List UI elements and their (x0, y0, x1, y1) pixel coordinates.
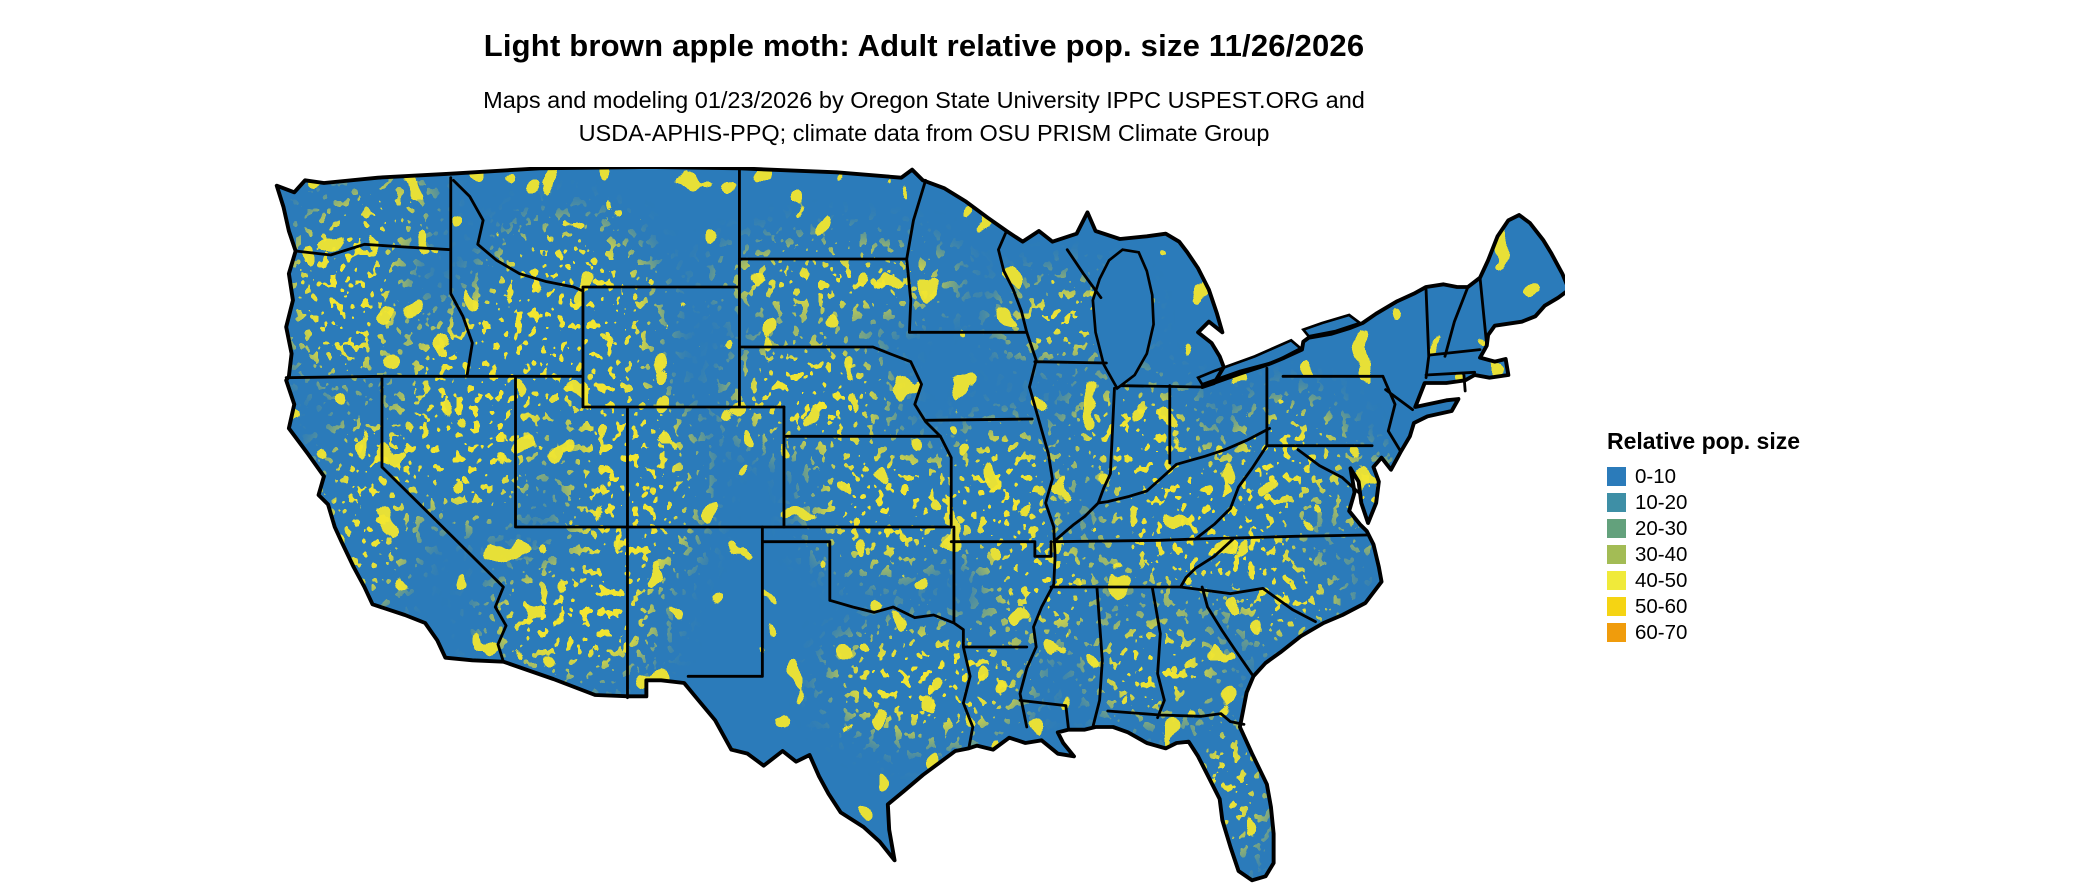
legend-item: 30-40 (1607, 543, 1800, 566)
figure-title: Light brown apple moth: Adult relative p… (483, 28, 1365, 63)
state-borders-midwest (997, 229, 1271, 732)
legend-item: 10-20 (1607, 491, 1800, 514)
legend-item-label: 60-70 (1635, 621, 1688, 644)
us-map (270, 167, 1565, 887)
figure-subtitle: Maps and modeling 01/23/2026 by Oregon S… (0, 84, 1848, 150)
us-outline (274, 167, 1565, 883)
legend-item-label: 50-60 (1635, 595, 1688, 618)
legend-swatch (1607, 519, 1626, 538)
legend-item: 0-10 (1607, 465, 1800, 488)
legend-title: Relative pop. size (1607, 428, 1801, 454)
legend-item: 50-60 (1607, 595, 1800, 618)
us-map-svg (274, 167, 1565, 883)
legend-item: 40-50 (1607, 569, 1800, 592)
legend-item-label: 20-30 (1635, 517, 1688, 540)
legend-item-label: 30-40 (1635, 543, 1688, 566)
legend-item-label: 10-20 (1635, 491, 1688, 514)
legend-swatch (1607, 623, 1626, 642)
subtitle-line-1: Maps and modeling 01/23/2026 by Oregon S… (483, 87, 1365, 113)
legend-swatch (1607, 467, 1626, 486)
legend-swatch (1607, 571, 1626, 590)
legend-items: 0-10 10-20 20-30 30-40 40-50 50-60 60-70 (1607, 465, 1800, 644)
legend-item-label: 0-10 (1635, 465, 1677, 488)
lake-michigan (1091, 248, 1155, 391)
state-borders-east (1049, 366, 1414, 729)
legend-swatch (1607, 493, 1626, 512)
legend-item: 60-70 (1607, 621, 1800, 644)
subtitle-line-2: USDA-APHIS-PPQ; climate data from OSU PR… (578, 120, 1270, 146)
state-borders (284, 168, 1489, 750)
legend-item-label: 40-50 (1635, 569, 1688, 592)
legend-item: 20-30 (1607, 517, 1800, 540)
state-borders-plains (686, 178, 1053, 750)
legend-swatch (1607, 597, 1626, 616)
legend-swatch (1607, 545, 1626, 564)
state-borders-newengland (1424, 276, 1489, 393)
state-borders-west (284, 168, 953, 700)
legend: Relative pop. size 0-10 10-20 20-30 30-40 40… (1607, 428, 1800, 649)
